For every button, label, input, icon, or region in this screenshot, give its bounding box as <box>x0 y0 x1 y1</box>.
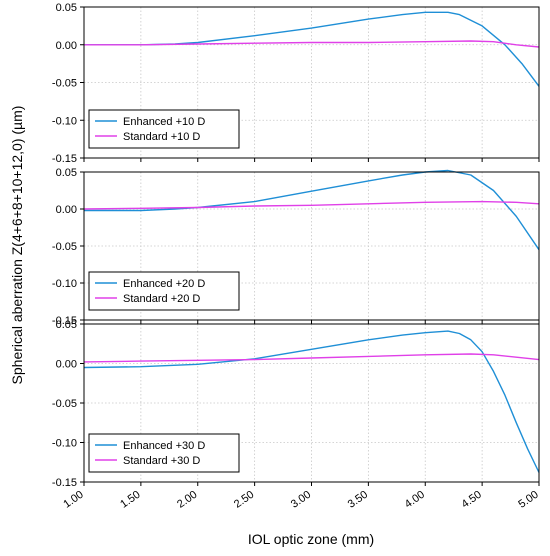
legend-label-2-2: Standard +20 D <box>123 293 200 305</box>
y-tick-label-1-3: -0.10 <box>52 115 77 127</box>
legend-label-1-1: Enhanced +10 D <box>123 116 205 128</box>
y-axis-label: Spherical aberration Z(4+6+8+10+12,0) (µ… <box>9 106 25 385</box>
y-tick-label-1-1: 0.00 <box>56 40 77 52</box>
x-tick-label-8: 5.00 <box>516 489 540 511</box>
plot-frame-2 <box>83 171 540 321</box>
y-tick-label-1-2: -0.05 <box>52 78 77 90</box>
y-tick-label-2-3: -0.10 <box>52 278 77 290</box>
x-tick-label-5: 3.50 <box>346 489 370 511</box>
legend-label-3-2: Standard +30 D <box>123 455 200 467</box>
y-tick-label-3-0: 0.05 <box>56 319 77 331</box>
series-line-1-enhanced <box>84 11 540 87</box>
plot-frame-1 <box>83 6 540 159</box>
x-tick-label-2: 2.00 <box>175 489 199 511</box>
series-line-1-standard <box>84 40 540 48</box>
legend-label-2-1: Enhanced +20 D <box>123 278 205 290</box>
x-tick-label-3: 2.50 <box>232 489 256 511</box>
series-line-3-standard <box>83 353 540 363</box>
y-tick-label-2-1: 0.00 <box>56 204 77 216</box>
plot-frame-3 <box>83 323 540 483</box>
legend-label-3-1: Enhanced +30 D <box>123 440 205 452</box>
y-tick-label-2-0: 0.05 <box>56 167 77 179</box>
legend-box-1 <box>88 109 240 149</box>
x-tick-label-4: 3.00 <box>289 489 313 511</box>
y-tick-label-3-2: -0.05 <box>52 398 77 410</box>
x-tick-label-6: 4.00 <box>403 489 427 511</box>
x-axis-label: IOL optic zone (mm) <box>248 531 374 547</box>
series-line-3-enhanced <box>83 330 540 473</box>
y-tick-label-1-4: -0.15 <box>52 153 77 165</box>
y-tick-label-2-2: -0.05 <box>52 241 77 253</box>
legend-box-2 <box>88 271 240 311</box>
y-tick-label-3-1: 0.00 <box>56 359 77 371</box>
y-tick-label-1-0: 0.05 <box>56 2 77 14</box>
y-tick-label-3-3: -0.10 <box>52 438 77 450</box>
series-line-2-enhanced <box>84 169 540 251</box>
y-tick-label-2-4: -0.15 <box>52 315 77 327</box>
x-tick-label-7: 4.50 <box>459 489 483 511</box>
series-line-2-standard <box>83 200 540 210</box>
legend-box-3 <box>88 433 240 473</box>
legend-label-1-2: Standard +10 D <box>123 131 200 143</box>
x-tick-label-0: 1.00 <box>61 489 85 511</box>
y-tick-label-3-4: -0.15 <box>52 477 77 489</box>
x-tick-label-1: 1.50 <box>118 489 142 511</box>
